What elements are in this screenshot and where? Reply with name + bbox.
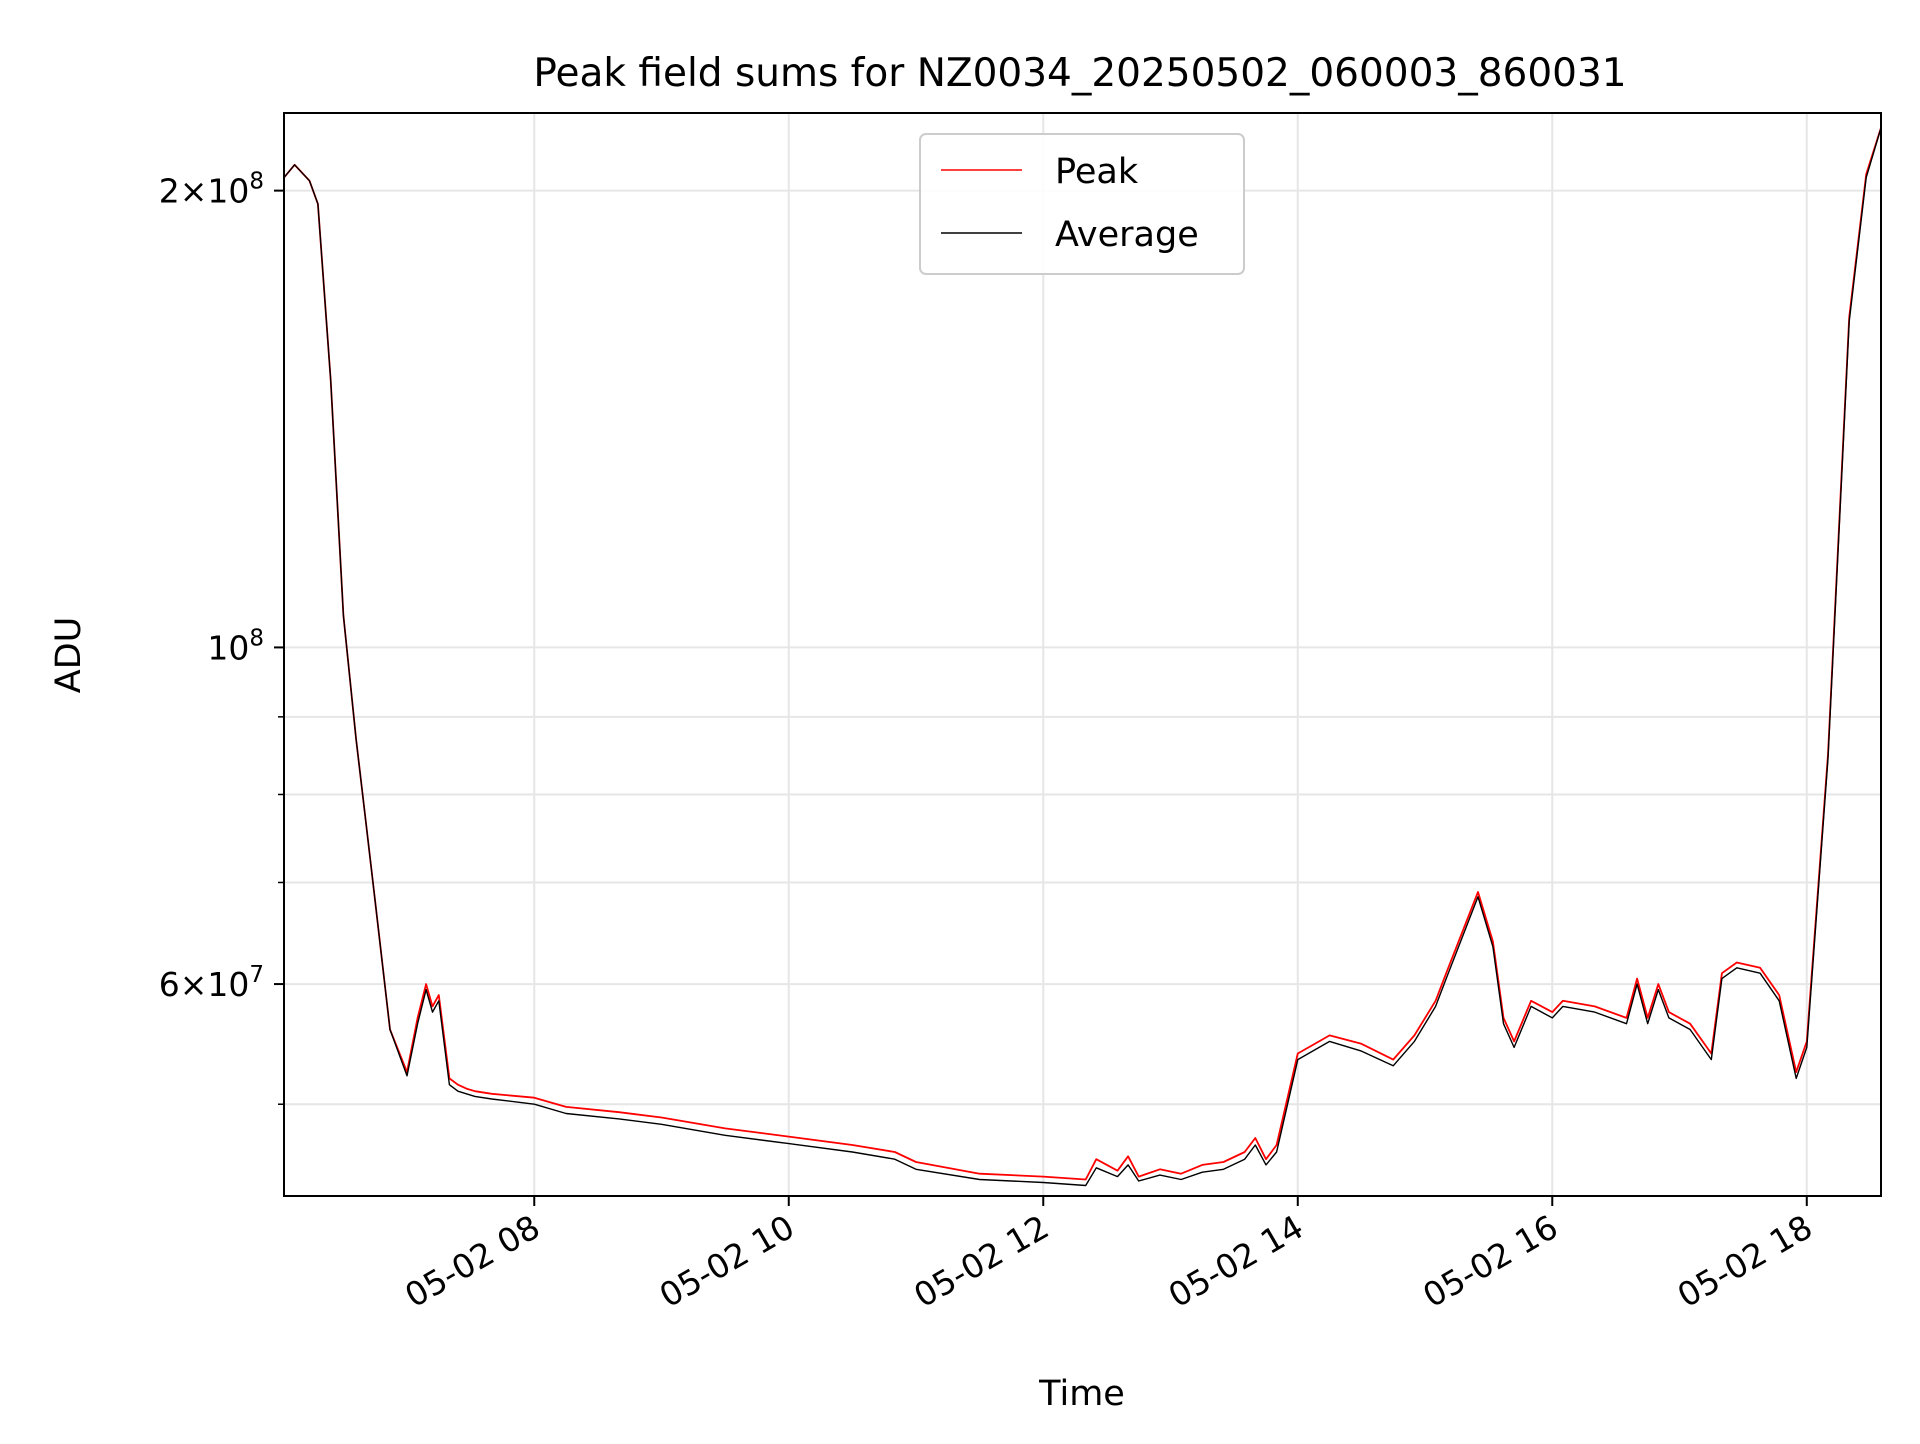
y-axis-label: ADU [49,617,89,694]
series-layer [283,127,1882,1187]
grid-layer [284,113,1881,1196]
y-tick-label: 2×108 [159,169,264,211]
legend-label-average: Average [1055,215,1199,255]
series-line-average [283,127,1882,1187]
y-tick-label: 108 [207,625,264,667]
y-tick-label: 6×107 [159,962,264,1004]
legend: Peak Average [919,133,1245,275]
series-line-peak [283,127,1882,1181]
chart-title: Peak field sums for NZ0034_20250502_0600… [533,51,1626,96]
x-axis-label: Time [1038,1374,1125,1414]
plot-frame [283,112,1882,1197]
legend-label-peak: Peak [1055,152,1139,192]
legend-box [919,133,1245,275]
